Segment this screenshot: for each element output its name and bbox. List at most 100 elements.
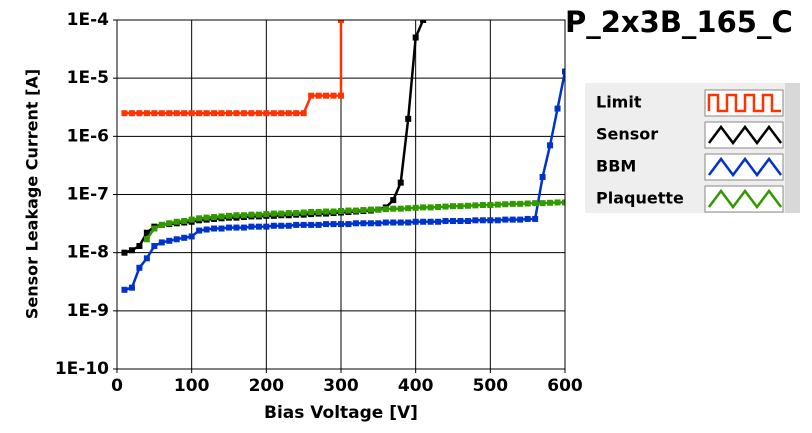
data-point: [397, 205, 404, 212]
y-tick-label: 1E-9: [67, 301, 109, 321]
data-point: [360, 220, 367, 227]
data-point: [420, 204, 427, 211]
data-point: [390, 197, 397, 204]
data-point: [300, 110, 307, 117]
data-point: [188, 216, 195, 223]
y-axis-label: Sensor Leakage Current [A]: [23, 69, 42, 319]
data-point: [173, 218, 180, 225]
data-point: [338, 221, 344, 228]
data-point: [203, 226, 210, 233]
data-point: [166, 237, 173, 244]
data-point: [345, 221, 352, 228]
data-point: [128, 110, 135, 117]
data-point: [240, 212, 247, 219]
data-point: [293, 110, 300, 117]
data-point: [308, 92, 315, 99]
data-point: [487, 217, 494, 224]
data-point: [293, 210, 300, 217]
data-point: [278, 210, 285, 217]
data-point: [158, 110, 165, 117]
data-point: [121, 249, 128, 256]
chart-title: P_2x3B_165_C: [565, 5, 793, 39]
x-tick-label: 600: [547, 376, 583, 396]
data-point: [300, 221, 307, 228]
data-point: [479, 201, 486, 208]
data-point: [345, 207, 352, 214]
data-point: [472, 202, 479, 209]
legend-swatch: [708, 188, 782, 210]
data-point: [300, 209, 307, 216]
data-point: [136, 264, 143, 271]
data-point: [457, 218, 464, 225]
data-point: [128, 284, 135, 291]
data-point: [270, 110, 277, 117]
data-point: [158, 239, 165, 246]
data-point: [151, 225, 158, 232]
data-point: [285, 110, 292, 117]
data-point: [390, 219, 397, 226]
data-point: [375, 220, 382, 227]
data-point: [509, 216, 516, 223]
data-point: [218, 213, 225, 220]
data-point: [128, 247, 135, 254]
data-point: [181, 218, 188, 225]
x-tick-label: 500: [473, 376, 509, 396]
data-point: [203, 110, 210, 117]
data-point: [397, 219, 404, 226]
data-point: [285, 210, 292, 217]
data-point: [203, 214, 210, 221]
data-point: [442, 218, 449, 225]
data-point: [412, 204, 419, 211]
data-point: [143, 236, 150, 243]
data-point: [233, 212, 240, 219]
data-point: [479, 217, 486, 224]
data-point: [278, 110, 285, 117]
x-tick-label: 100: [174, 376, 210, 396]
data-point: [173, 110, 180, 117]
data-point: [270, 222, 277, 229]
data-point: [278, 222, 285, 229]
y-tick-label: 1E-6: [67, 126, 109, 146]
data-point: [188, 233, 195, 240]
data-point: [547, 199, 554, 206]
data-point: [240, 224, 247, 231]
data-point: [226, 110, 232, 117]
data-point: [435, 218, 442, 225]
data-point: [382, 206, 389, 213]
data-point: [151, 110, 158, 117]
data-point: [196, 110, 203, 117]
data-point: [539, 200, 546, 207]
legend-label: Sensor: [596, 125, 658, 144]
data-point: [472, 217, 479, 224]
data-point: [562, 68, 565, 75]
x-axis-label: Bias Voltage [V]: [264, 403, 418, 423]
data-point: [158, 221, 165, 228]
data-point: [487, 201, 494, 208]
y-tick-label: 1E-5: [67, 68, 109, 88]
data-point: [315, 221, 322, 228]
legend-label: Limit: [596, 93, 642, 112]
data-point: [539, 173, 546, 180]
data-point: [338, 20, 344, 23]
data-point: [255, 223, 262, 230]
legend-swatch: [707, 93, 781, 113]
data-point: [338, 92, 344, 99]
data-point: [532, 215, 539, 222]
data-point: [412, 218, 419, 225]
data-point: [464, 202, 471, 209]
data-point: [554, 199, 561, 206]
data-point: [405, 205, 412, 212]
data-point: [532, 200, 539, 207]
data-point: [323, 92, 330, 99]
data-point: [420, 218, 427, 225]
data-point: [226, 224, 232, 231]
data-point: [502, 201, 509, 208]
data-point: [502, 216, 509, 223]
data-point: [435, 203, 442, 210]
data-point: [494, 217, 501, 224]
data-point: [233, 224, 240, 231]
data-point: [412, 34, 419, 41]
data-point: [554, 105, 561, 112]
data-point: [263, 223, 270, 230]
